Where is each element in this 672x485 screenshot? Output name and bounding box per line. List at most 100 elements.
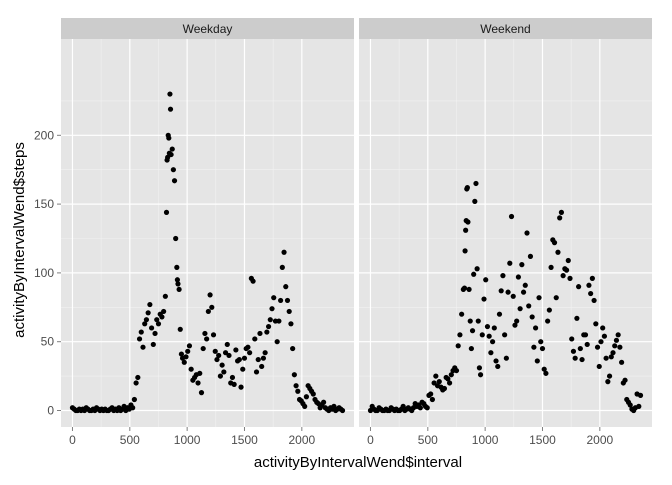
data-point — [428, 391, 434, 397]
facet-strip-label-weekday: Weekday — [183, 22, 233, 36]
facet-strip-weekday — [61, 18, 354, 39]
data-point — [238, 384, 244, 390]
data-point — [417, 405, 423, 411]
data-point — [200, 345, 206, 352]
data-point — [529, 314, 535, 320]
data-point — [281, 249, 287, 255]
data-point — [565, 257, 571, 264]
y-tick-label: 200 — [34, 128, 54, 142]
data-point — [512, 322, 518, 328]
data-point — [527, 253, 534, 259]
data-point — [505, 289, 511, 295]
data-point — [589, 275, 595, 281]
data-point — [579, 356, 585, 363]
x-tick-label: 1500 — [529, 433, 556, 447]
data-point — [198, 390, 205, 396]
data-point — [576, 284, 582, 290]
data-point — [210, 332, 217, 338]
x-axis-title: activityByIntervalWend$interval — [254, 454, 462, 471]
data-point — [185, 348, 191, 354]
data-point — [255, 356, 261, 363]
data-point — [302, 403, 308, 409]
data-point — [173, 235, 179, 242]
data-point — [596, 363, 602, 370]
x-tick-label: 500 — [418, 433, 438, 447]
data-point — [555, 249, 561, 255]
x-tick-label: 0 — [367, 433, 374, 447]
data-point — [465, 219, 471, 225]
data-point — [140, 344, 146, 350]
data-point — [612, 343, 618, 349]
y-tick-label: 150 — [34, 197, 54, 211]
panel-background — [359, 39, 652, 427]
data-point — [130, 405, 136, 411]
data-point — [603, 355, 609, 361]
data-point — [533, 325, 539, 331]
data-point — [553, 295, 559, 301]
x-tick-label: 2000 — [586, 433, 613, 447]
data-point — [591, 297, 597, 304]
data-point — [508, 213, 515, 220]
data-point — [569, 336, 575, 342]
data-point — [593, 321, 599, 327]
data-point — [613, 337, 620, 343]
data-point — [459, 311, 465, 317]
data-point — [543, 370, 549, 376]
data-point — [167, 106, 174, 112]
data-point — [231, 381, 237, 387]
data-point — [522, 282, 528, 288]
data-point — [176, 286, 182, 293]
data-point — [233, 347, 239, 353]
data-point — [269, 306, 275, 312]
x-tick-label: 1000 — [174, 433, 201, 447]
data-point — [475, 318, 481, 324]
data-point — [466, 286, 472, 293]
data-point — [637, 392, 644, 398]
data-point — [441, 385, 448, 392]
data-point — [483, 277, 489, 283]
data-point — [601, 333, 608, 339]
data-point — [161, 308, 167, 315]
data-point — [138, 329, 144, 335]
data-point — [295, 388, 301, 394]
data-point — [303, 394, 310, 400]
data-point — [274, 339, 280, 345]
data-point — [472, 198, 478, 204]
data-point — [245, 344, 251, 350]
data-point — [606, 373, 613, 379]
data-point — [473, 180, 479, 187]
data-point — [517, 306, 523, 312]
data-point — [424, 405, 430, 411]
data-point — [205, 308, 211, 315]
data-point — [510, 293, 516, 299]
data-point — [186, 343, 193, 349]
data-point — [557, 215, 563, 221]
data-point — [463, 227, 469, 233]
data-point — [321, 399, 327, 405]
data-point — [226, 352, 232, 359]
data-point — [461, 285, 468, 291]
data-point — [169, 146, 175, 152]
data-point — [500, 273, 506, 279]
data-point — [278, 297, 284, 304]
data-point — [622, 377, 628, 383]
x-tick-label: 1000 — [472, 433, 499, 447]
data-point — [495, 363, 501, 370]
data-point — [526, 303, 532, 309]
data-point — [448, 372, 454, 378]
data-point — [471, 271, 477, 277]
data-point — [202, 330, 208, 337]
data-point — [588, 290, 594, 297]
data-point — [177, 326, 183, 332]
data-point — [236, 356, 242, 363]
data-point — [457, 332, 463, 338]
data-point — [600, 325, 606, 331]
data-point — [212, 348, 218, 354]
data-point — [283, 284, 289, 290]
data-point — [253, 369, 260, 375]
data-point — [147, 301, 153, 308]
data-point — [293, 383, 299, 389]
data-point — [170, 167, 176, 173]
data-point — [598, 339, 604, 345]
